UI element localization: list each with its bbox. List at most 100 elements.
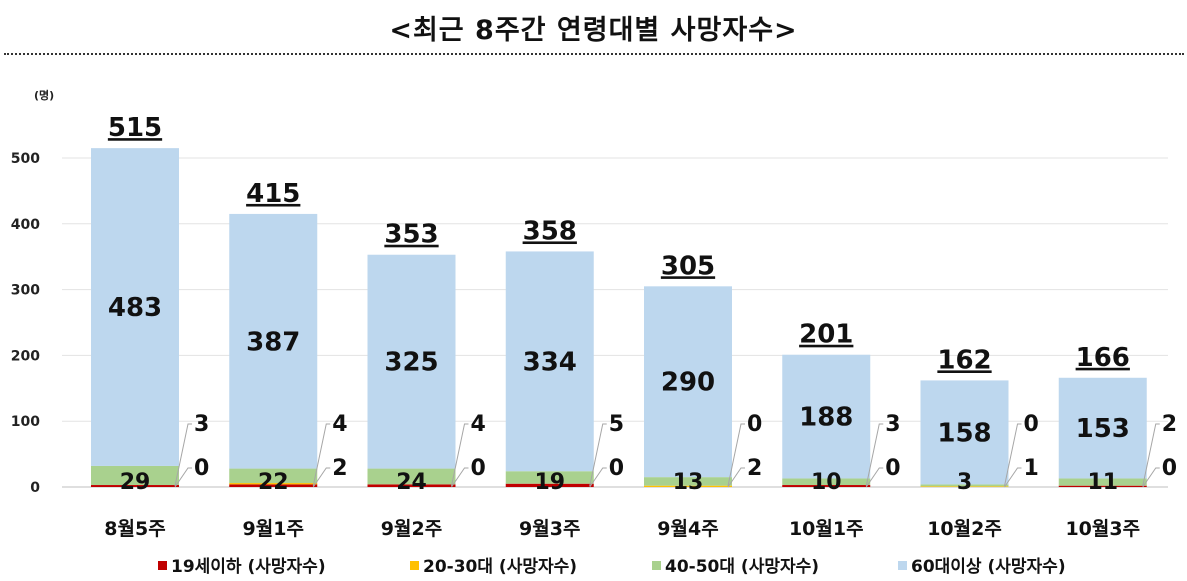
chart-title: <최근 8주간 연령대별 사망자수>	[389, 15, 798, 46]
segment-label: 0	[747, 412, 762, 437]
bar-segment	[229, 213, 318, 469]
legend-label: 20-30대 (사망자수)	[423, 557, 577, 577]
bar-segment	[644, 477, 732, 486]
x-tick-label: 10월2주	[927, 518, 1002, 540]
legend-swatch	[158, 561, 167, 570]
bar-segment	[229, 484, 318, 487]
leader-line	[865, 467, 884, 488]
leader-line	[1142, 423, 1160, 487]
segment-label: 0	[471, 456, 486, 481]
legend-swatch	[898, 561, 907, 570]
leader-line	[1004, 467, 1022, 488]
segment-label: 2	[747, 456, 762, 481]
total-label: 415	[246, 179, 300, 209]
segment-label: 4	[471, 412, 486, 437]
x-axis: 8월5주 9월1주 9월2주 9월3주 9월4주 10월1주 10월2주 10월3주	[104, 518, 1140, 540]
segment-label: 325	[384, 348, 438, 378]
segment-label: 1	[1024, 456, 1039, 481]
legend-label: 60대이상 (사망자수)	[911, 557, 1066, 577]
segment-label: 0	[1024, 412, 1039, 437]
leader-line	[1142, 467, 1160, 488]
legend-label: 40-50대 (사망자수)	[665, 557, 819, 577]
bar-segment	[229, 468, 318, 484]
bar-segment	[505, 251, 594, 472]
bars	[91, 148, 1147, 487]
bar-segment	[505, 471, 594, 484]
data-labels: 5154832930415387224235332524403583341950…	[108, 113, 1177, 495]
bar-segment	[367, 468, 456, 485]
leader-line	[589, 467, 607, 488]
legend-swatch	[410, 561, 419, 570]
x-tick-label: 10월1주	[789, 518, 864, 540]
segment-label: 11	[1087, 470, 1118, 495]
leader-line	[451, 423, 469, 487]
leader-line	[727, 467, 745, 488]
y-tick-label: 0	[30, 480, 40, 496]
bar-segment	[1058, 478, 1147, 486]
x-tick-label: 9월1주	[243, 518, 304, 540]
segment-label: 483	[108, 293, 162, 323]
y-tick-label: 100	[11, 414, 40, 430]
total-label: 358	[523, 216, 577, 246]
y-tick-label: 500	[11, 151, 40, 167]
y-unit-label: (명)	[34, 88, 54, 102]
segment-label: 3	[957, 470, 972, 495]
bar-segment	[229, 483, 318, 485]
leader-line	[865, 423, 884, 487]
total-label: 353	[384, 220, 438, 250]
leader-line	[451, 467, 469, 488]
total-label: 162	[937, 345, 991, 375]
bar-segment	[1058, 485, 1147, 487]
bar-segment	[920, 484, 1009, 487]
total-label: 515	[108, 113, 162, 143]
segment-label: 2	[332, 456, 347, 481]
segment-label: 29	[120, 470, 151, 495]
segment-label: 0	[194, 456, 209, 481]
bar-segment	[920, 486, 1009, 487]
bar-segment	[367, 484, 456, 487]
segment-label: 387	[246, 327, 300, 357]
bar-segment	[1058, 377, 1147, 479]
segment-label: 0	[609, 456, 624, 481]
segment-label: 3	[194, 412, 209, 437]
leader-line	[312, 423, 331, 487]
segment-label: 188	[799, 403, 853, 433]
segment-label: 290	[661, 368, 715, 398]
segment-label: 334	[523, 347, 577, 377]
bar-segment	[920, 380, 1009, 485]
segment-label: 19	[534, 470, 565, 495]
bar-segment	[91, 148, 179, 466]
segment-label: 5	[609, 412, 624, 437]
total-label: 201	[799, 320, 853, 350]
total-label: 166	[1076, 343, 1130, 373]
y-tick-label: 200	[11, 348, 40, 364]
segment-label: 2	[1162, 412, 1177, 437]
bar-segment	[782, 485, 871, 487]
segment-label: 22	[258, 470, 289, 495]
leader-line	[727, 423, 745, 487]
segment-label: 24	[396, 470, 427, 495]
y-axis: 0 100 200 300 400 500 (명)	[11, 88, 54, 496]
legend-label: 19세이하 (사망자수)	[171, 557, 326, 577]
x-tick-label: 10월3주	[1065, 518, 1140, 540]
x-tick-label: 9월2주	[381, 518, 442, 540]
y-tick-label: 300	[11, 283, 40, 299]
leader-line	[1004, 423, 1022, 487]
title-divider	[4, 53, 1184, 55]
x-tick-label: 9월4주	[657, 518, 718, 540]
bar-segment	[91, 465, 179, 486]
leader-line	[312, 467, 331, 488]
bar-segment	[782, 354, 871, 479]
bar-segment	[505, 483, 594, 487]
bar-segment	[644, 286, 732, 478]
leader-line	[174, 467, 192, 488]
bar-segment	[91, 485, 179, 487]
x-tick-label: 8월5주	[104, 518, 165, 540]
x-tick-label: 9월3주	[519, 518, 580, 540]
bar-segment	[782, 478, 871, 486]
segment-label: 4	[332, 412, 347, 437]
segment-label: 10	[811, 470, 842, 495]
segment-label: 153	[1076, 414, 1130, 444]
segment-label: 0	[885, 456, 900, 481]
